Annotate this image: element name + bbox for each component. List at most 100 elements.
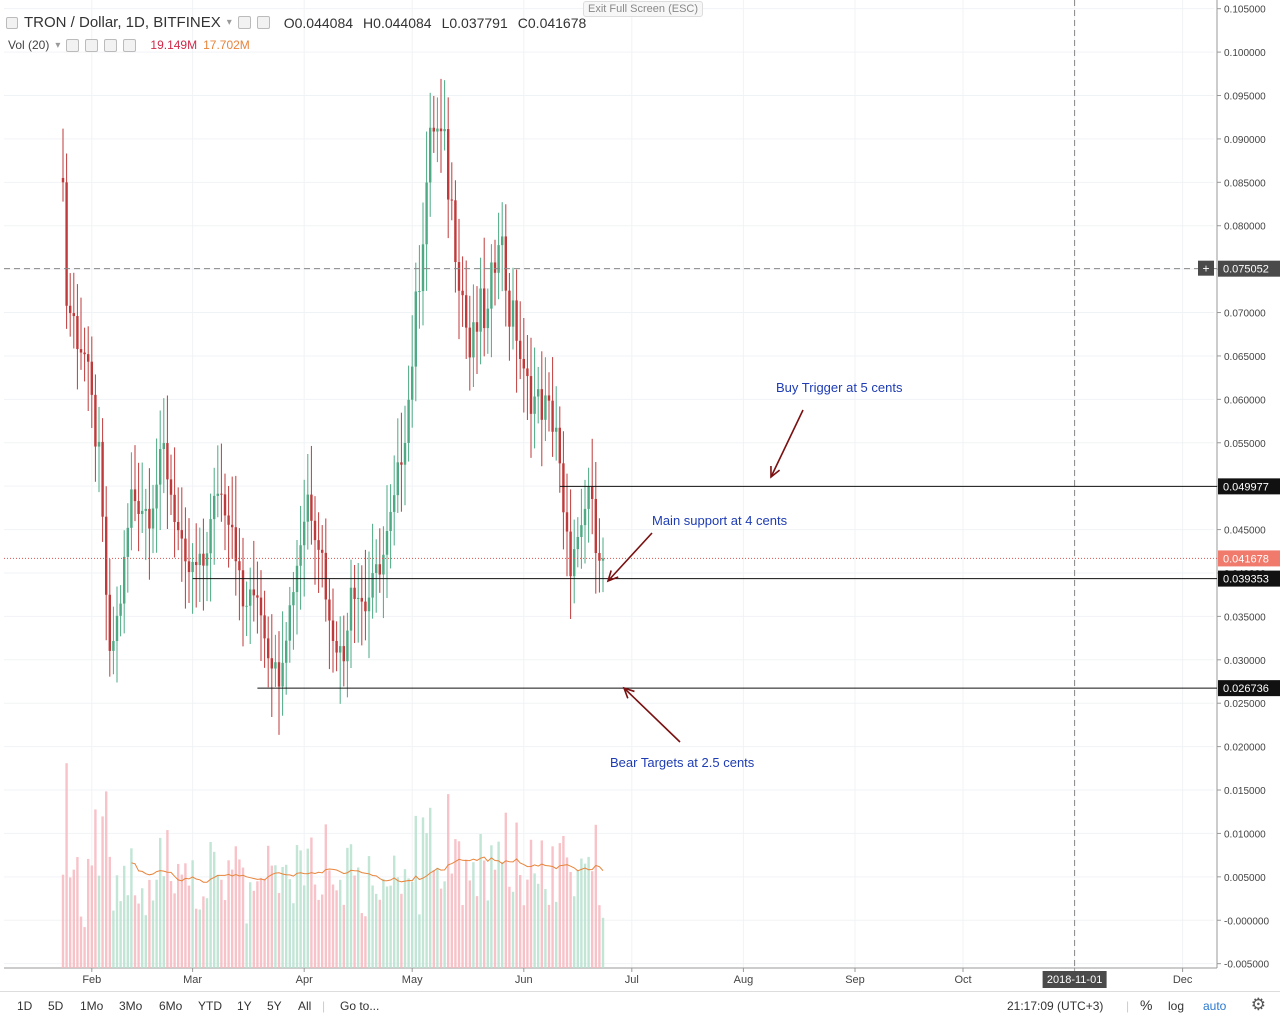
candle-body	[252, 589, 255, 596]
range-3mo-button[interactable]: 3Mo	[119, 999, 143, 1013]
chevron-down-icon[interactable]: ▾	[55, 39, 61, 51]
candle-body	[457, 262, 461, 291]
exit-fullscreen-button[interactable]: Exit Full Screen (ESC)	[583, 1, 704, 17]
annotation-text[interactable]: Main support at 4 cents	[652, 513, 788, 528]
annotation-arrow[interactable]	[607, 532, 653, 582]
candle-body	[601, 558, 605, 561]
volume-bar	[205, 898, 209, 968]
ohlc-open-value: 0.044084	[294, 14, 354, 31]
y-tick-label: 0.035000	[1224, 612, 1266, 623]
volume-bar	[306, 848, 309, 968]
candle-body	[169, 479, 173, 495]
candle-body	[576, 536, 579, 550]
volume-bar	[533, 873, 536, 968]
x-tick-label: May	[402, 974, 423, 986]
range-ytd-button[interactable]: YTD	[198, 999, 222, 1013]
hide-icon[interactable]	[256, 16, 270, 29]
range-6mo-button[interactable]: 6Mo	[159, 999, 183, 1013]
volume-bar	[234, 846, 237, 968]
volume-bar	[504, 812, 507, 968]
volume-bar	[389, 885, 392, 968]
candle-body	[105, 516, 108, 595]
range-1d-button[interactable]: 1D	[17, 999, 33, 1013]
chart-legend: TRON / Dollar, 1D, BITFINEX ▾ O0.044084 …	[6, 14, 586, 31]
goto-button[interactable]: Go to...	[340, 999, 380, 1013]
candle-body	[108, 594, 111, 651]
range-5d-button[interactable]: 5D	[48, 999, 64, 1013]
level-badge	[1218, 570, 1280, 587]
volume-bar	[472, 862, 475, 968]
volume-legend: Vol (20) ▾ 19.149M 17.702M	[8, 38, 250, 52]
percent-toggle[interactable]: %	[1140, 997, 1153, 1013]
add-icon[interactable]	[104, 38, 118, 52]
volume-bar	[313, 884, 317, 968]
candle-body	[454, 200, 457, 263]
range-5y-button[interactable]: 5Y	[267, 999, 282, 1013]
volume-bar	[256, 881, 259, 968]
volume-label[interactable]: Vol (20)	[8, 38, 50, 52]
range-1mo-button[interactable]: 1Mo	[80, 999, 104, 1013]
volume-bar	[403, 869, 407, 968]
volume-bar	[137, 903, 140, 968]
gear-icon[interactable]: ⚙	[1250, 995, 1266, 1014]
candle-body	[429, 127, 432, 183]
toolbar-divider: |	[1126, 999, 1130, 1013]
range-1y-button[interactable]: 1Y	[237, 999, 252, 1013]
candle-body	[515, 300, 518, 341]
y-tick-label: 0.090000	[1224, 135, 1266, 146]
candle-body	[101, 441, 104, 517]
candle-body	[439, 128, 443, 132]
auto-toggle[interactable]: auto	[1203, 999, 1227, 1013]
volume-bar	[321, 894, 324, 968]
volume-bar	[364, 916, 367, 968]
candle-body	[281, 662, 284, 687]
clock-display[interactable]: 21:17:09 (UTC+3)	[1007, 999, 1104, 1013]
settings-icon[interactable]	[237, 16, 251, 29]
log-toggle[interactable]: log	[1168, 999, 1185, 1013]
x-tick-label: Jul	[625, 974, 639, 986]
candle-body	[565, 512, 569, 532]
candle-body	[346, 630, 349, 662]
volume-bar	[594, 824, 597, 968]
arrow-head	[770, 465, 781, 479]
annotation-text[interactable]: Buy Trigger at 5 cents	[776, 380, 903, 395]
hide-icon[interactable]	[85, 38, 99, 52]
volume-bar	[475, 896, 479, 968]
volume-bar	[303, 885, 306, 968]
candle-body	[425, 182, 428, 245]
x-tick-label: Mar	[183, 974, 202, 986]
x-tick-label: Feb	[82, 974, 101, 986]
candle-body	[321, 549, 324, 553]
volume-bar	[180, 874, 183, 968]
volume-bar	[94, 809, 97, 968]
volume-bar	[407, 878, 410, 968]
candle-body	[299, 545, 302, 566]
volume-bar	[227, 860, 230, 968]
y-tick-label: 0.100000	[1224, 48, 1266, 59]
volume-bar	[65, 763, 68, 968]
range-all-button[interactable]: All	[298, 999, 312, 1013]
symbol-title[interactable]: TRON / Dollar, 1D, BITFINEX	[24, 14, 221, 31]
annotation-text[interactable]: Bear Targets at 2.5 cents	[610, 755, 755, 770]
close-icon[interactable]	[123, 38, 137, 52]
ohlc-close-label: C	[517, 14, 528, 31]
settings-icon[interactable]	[66, 38, 80, 52]
annotation-arrow[interactable]	[770, 409, 804, 478]
candle-body	[501, 236, 504, 246]
volume-bar	[583, 863, 587, 968]
candle-body	[421, 244, 425, 292]
volume-value: 19.149M	[150, 38, 198, 52]
volume-bar	[461, 905, 464, 968]
volume-bar	[108, 856, 111, 968]
candle-body	[72, 313, 75, 317]
collapse-legend-icon[interactable]	[6, 16, 18, 29]
chevron-down-icon[interactable]: ▾	[226, 17, 232, 28]
candle-body	[403, 442, 407, 465]
add-level-button[interactable]	[1198, 260, 1214, 276]
plus-icon[interactable]: +	[1202, 262, 1209, 276]
candle-body	[587, 486, 590, 509]
annotation-arrow[interactable]	[623, 687, 681, 743]
y-tick-label: 0.065000	[1224, 352, 1266, 363]
